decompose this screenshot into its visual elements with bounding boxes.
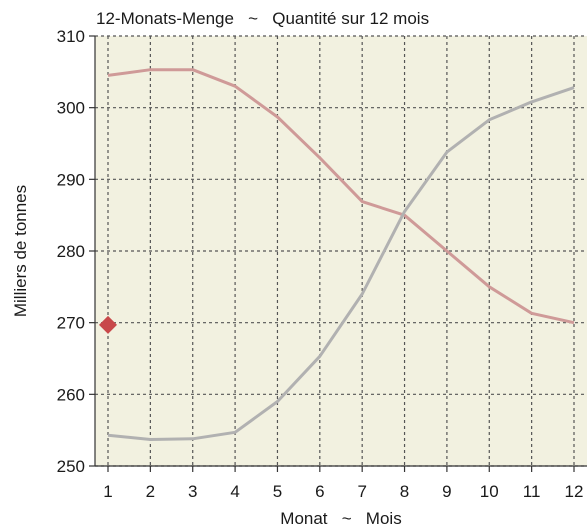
x-tick-label: 1 xyxy=(103,482,112,501)
y-tick-label: 260 xyxy=(57,385,85,404)
y-axis-label: Milliers de tonnes xyxy=(11,185,30,317)
y-tick-label: 310 xyxy=(57,27,85,46)
x-tick-label: 7 xyxy=(357,482,366,501)
chart-title: 12-Monats-Menge ~ Quantité sur 12 mois xyxy=(96,9,430,28)
x-tick-label: 12 xyxy=(565,482,584,501)
x-axis-label: Monat ~ Mois xyxy=(280,509,401,526)
x-tick-label: 3 xyxy=(188,482,197,501)
x-tick-label: 11 xyxy=(523,482,541,501)
x-tick-label: 5 xyxy=(273,482,282,501)
x-tick-label: 2 xyxy=(146,482,155,501)
x-tick-label: 4 xyxy=(230,482,239,501)
x-tick-label: 10 xyxy=(480,482,499,501)
y-tick-label: 270 xyxy=(57,314,85,333)
x-tick-label: 8 xyxy=(400,482,409,501)
x-tick-label: 9 xyxy=(442,482,451,501)
series-line-1 xyxy=(107,68,575,325)
y-tick-label: 280 xyxy=(57,242,85,261)
x-tick-label: 6 xyxy=(315,482,324,501)
diamond-marker xyxy=(99,315,117,334)
y-tick-label: 300 xyxy=(57,99,85,118)
y-tick-label: 250 xyxy=(57,457,85,476)
series-line-2 xyxy=(107,86,575,441)
y-tick-label: 290 xyxy=(57,170,85,189)
